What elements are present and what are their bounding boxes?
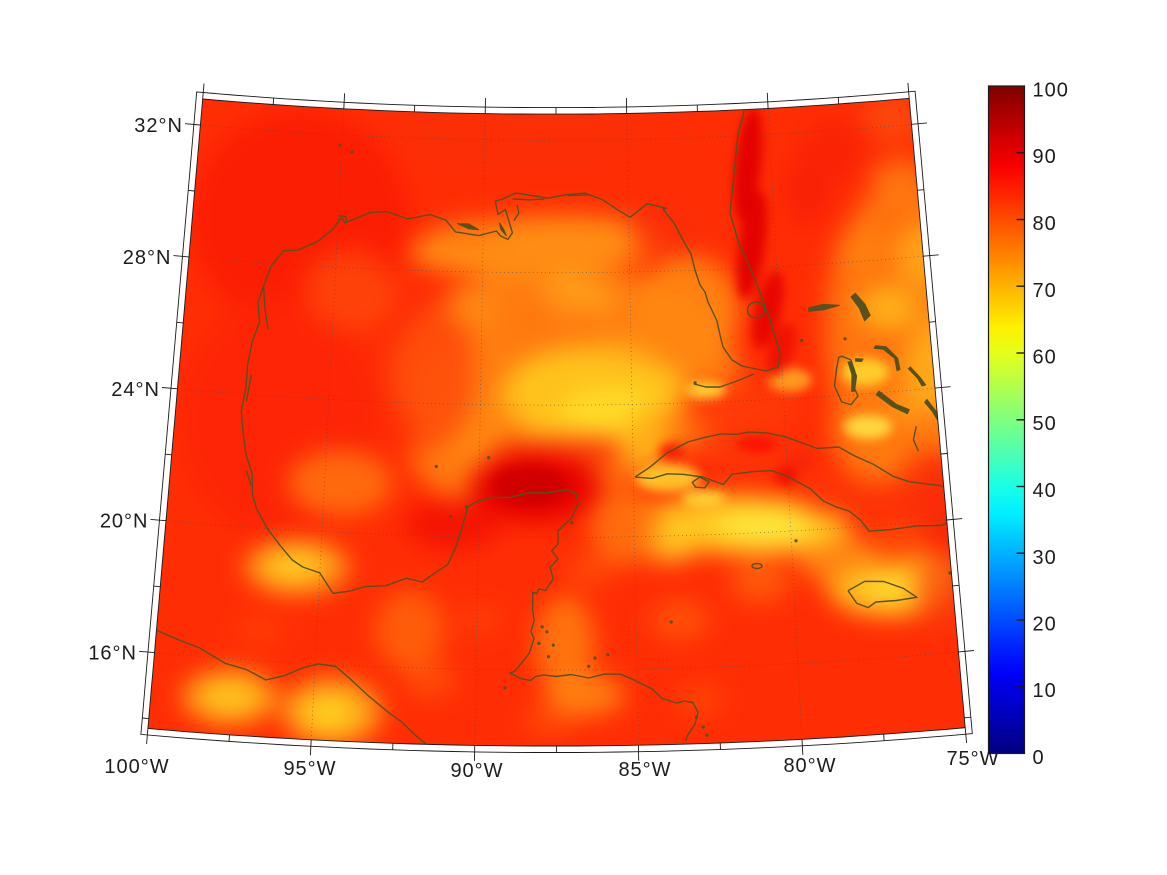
svg-text:80°W: 80°W — [783, 755, 836, 777]
svg-text:50: 50 — [1033, 413, 1057, 435]
svg-text:30: 30 — [1033, 547, 1057, 569]
svg-text:20°N: 20°N — [100, 511, 149, 533]
svg-text:40: 40 — [1033, 480, 1057, 502]
svg-text:100°W: 100°W — [104, 756, 169, 778]
svg-text:95°W: 95°W — [283, 758, 336, 780]
svg-text:80: 80 — [1033, 213, 1057, 235]
svg-text:60: 60 — [1033, 347, 1057, 369]
svg-text:75°W: 75°W — [946, 748, 999, 770]
svg-text:28°N: 28°N — [123, 247, 172, 269]
svg-text:0: 0 — [1033, 747, 1045, 769]
svg-text:90°W: 90°W — [450, 760, 503, 782]
svg-text:10: 10 — [1033, 680, 1057, 702]
svg-text:85°W: 85°W — [618, 759, 671, 781]
svg-text:16°N: 16°N — [88, 643, 137, 665]
svg-text:100: 100 — [1033, 80, 1069, 102]
svg-text:70: 70 — [1033, 280, 1057, 302]
svg-text:90: 90 — [1033, 146, 1057, 168]
svg-text:20: 20 — [1033, 614, 1057, 636]
svg-text:32°N: 32°N — [134, 115, 183, 137]
svg-text:24°N: 24°N — [111, 379, 160, 401]
